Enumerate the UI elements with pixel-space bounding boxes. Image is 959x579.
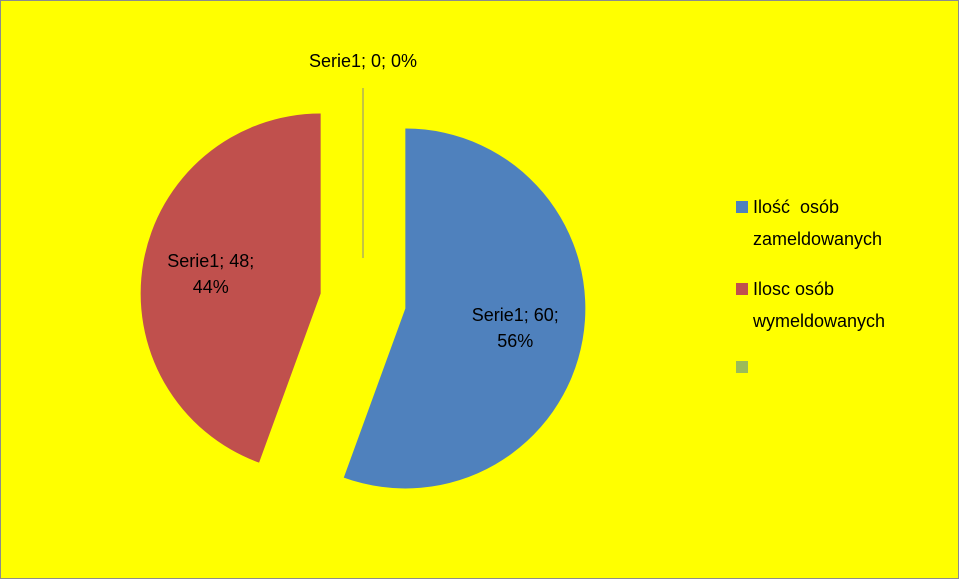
legend-swatch [736,361,748,373]
pie-slice [343,128,586,489]
data-label: Serie1; 48; 44% [167,251,255,298]
legend-swatch [736,283,748,295]
legend-swatch [736,201,748,213]
legend-label: Ilosc osób wymeldowanych [753,279,886,331]
data-label: Serie1; 60; 56% [471,304,559,351]
data-label: Serie1; 0; 0% [308,51,418,71]
legend-label: Ilość osób zameldowanych [753,197,883,249]
pie-slice [140,113,321,463]
